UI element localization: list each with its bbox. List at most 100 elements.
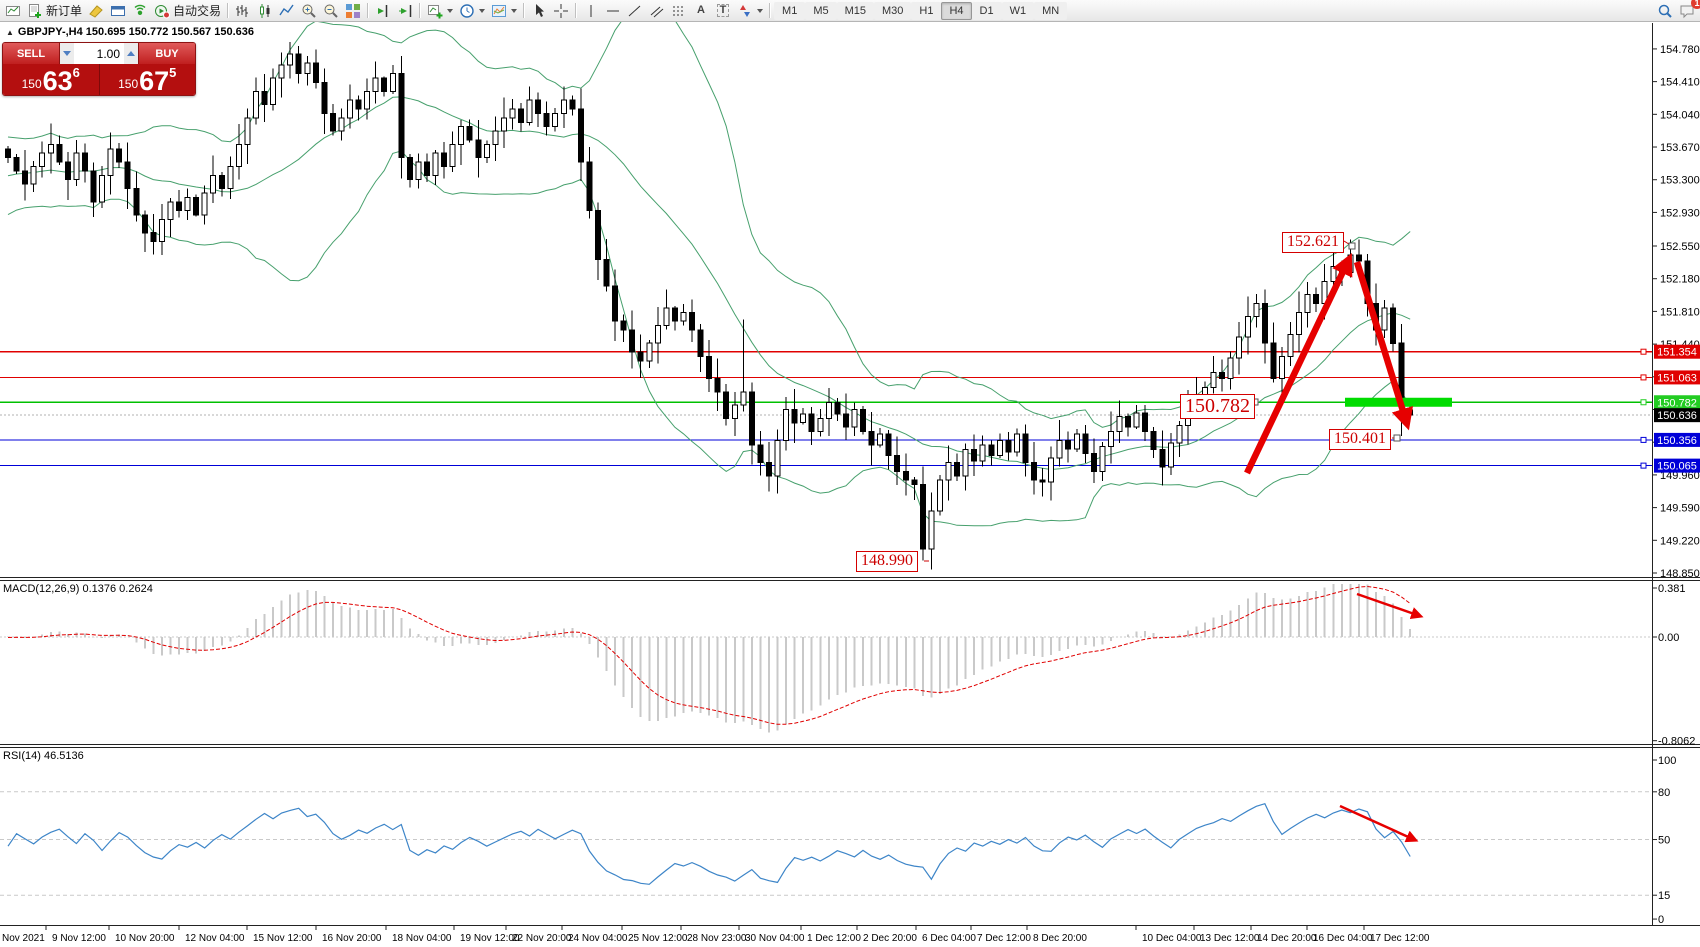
timeframe-button-mn[interactable]: MN bbox=[1034, 1, 1068, 20]
text-label-tool-button[interactable]: T bbox=[712, 1, 734, 21]
svg-text:154.410: 154.410 bbox=[1660, 77, 1700, 89]
timeframe-button-m15[interactable]: M15 bbox=[836, 1, 874, 20]
timeframe-button-m30[interactable]: M30 bbox=[874, 1, 912, 20]
time-axis-label: 8 Dec 20:00 bbox=[1033, 933, 1087, 944]
buy-button[interactable]: BUY bbox=[139, 43, 195, 64]
tile-windows-button[interactable] bbox=[342, 1, 364, 21]
chart-title: ▲ GBPJPY-,H4 150.695 150.772 150.567 150… bbox=[6, 26, 254, 38]
volume-input[interactable]: 1.00 bbox=[96, 46, 120, 61]
periods-dropdown-button[interactable] bbox=[456, 1, 488, 21]
zoom-in-button[interactable] bbox=[298, 1, 320, 21]
rsi-line bbox=[7, 802, 1411, 885]
macd-panel bbox=[0, 584, 1652, 733]
search-icon bbox=[1658, 4, 1672, 18]
one-click-trading-panel: SELL 1.00 BUY 150 63 6 150 67 5 bbox=[2, 42, 196, 96]
svg-text:50: 50 bbox=[1658, 835, 1670, 847]
templates-dropdown-button[interactable] bbox=[488, 1, 520, 21]
horizontal-line-tool-button[interactable] bbox=[602, 1, 624, 21]
toolbar-separator bbox=[367, 3, 370, 18]
crosshair-icon bbox=[554, 3, 569, 18]
line-chart-mode-button[interactable] bbox=[276, 1, 298, 21]
timeframe-button-w1[interactable]: W1 bbox=[1001, 1, 1035, 20]
time-axis-label: 18 Nov 04:00 bbox=[392, 933, 452, 944]
time-axis-label: 19 Nov 12:00 bbox=[460, 933, 520, 944]
rsi-down-arrow[interactable] bbox=[1339, 804, 1419, 843]
buy-price-fraction: 5 bbox=[169, 65, 177, 80]
timeframe-button-m5[interactable]: M5 bbox=[805, 1, 837, 20]
macd-indicator-label: MACD(12,26,9) 0.1376 0.2624 bbox=[3, 583, 153, 595]
indicators-dropdown-button[interactable] bbox=[424, 1, 456, 21]
triangle-down-icon bbox=[63, 51, 71, 56]
annotation-swing-high[interactable]: 152.621 bbox=[1282, 232, 1344, 253]
arrow-shapes-icon bbox=[740, 4, 751, 17]
candlestick-mode-button[interactable] bbox=[254, 1, 276, 21]
time-axis-label: 10 Dec 04:00 bbox=[1142, 933, 1202, 944]
annotation-support-touch[interactable]: 150.401 bbox=[1329, 429, 1391, 450]
volume-increase-button[interactable] bbox=[124, 43, 138, 64]
price-badge-text: 150.782 bbox=[1657, 397, 1697, 409]
cursor-tool-button[interactable] bbox=[528, 1, 550, 21]
time-axis-label: 24 Nov 04:00 bbox=[568, 933, 628, 944]
crosshair-tool-button[interactable] bbox=[550, 1, 572, 21]
timeframe-button-d1[interactable]: D1 bbox=[971, 1, 1002, 20]
search-button[interactable] bbox=[1654, 1, 1676, 21]
macd-down-arrow[interactable] bbox=[1356, 592, 1424, 620]
timeframe-button-m1[interactable]: M1 bbox=[774, 1, 806, 20]
auto-scroll-button[interactable] bbox=[372, 1, 394, 21]
market-watch-button[interactable] bbox=[107, 1, 129, 21]
time-axis-label: 15 Nov 12:00 bbox=[253, 933, 313, 944]
notifications-button[interactable]: 1 bbox=[1676, 0, 1700, 21]
symbol-icon: ▲ bbox=[6, 27, 14, 37]
arrows-tool-button[interactable] bbox=[734, 1, 766, 21]
price-badge bbox=[1654, 370, 1700, 385]
time-axis-label: 25 Nov 12:00 bbox=[628, 933, 688, 944]
fibonacci-tool-button[interactable] bbox=[668, 1, 690, 21]
timeframe-button-h1[interactable]: H1 bbox=[911, 1, 942, 20]
object-handle bbox=[1393, 434, 1401, 442]
chart-window-button[interactable] bbox=[2, 1, 24, 21]
bar-chart-icon bbox=[236, 4, 249, 17]
bar-chart-mode-button[interactable] bbox=[232, 1, 254, 21]
toolbar-separator bbox=[575, 3, 578, 18]
rally-up-arrow[interactable] bbox=[1244, 253, 1353, 475]
svg-text:151.810: 151.810 bbox=[1660, 306, 1700, 318]
reversal-down-arrow[interactable] bbox=[1353, 261, 1413, 431]
signals-button[interactable] bbox=[129, 1, 151, 21]
auto-trading-icon bbox=[155, 4, 171, 18]
chart-shift-button[interactable] bbox=[394, 1, 416, 21]
price-badge-text: 150.065 bbox=[1657, 461, 1697, 473]
price-badge bbox=[1654, 395, 1700, 410]
annotation-resistance-level[interactable]: 150.782 bbox=[1180, 394, 1255, 419]
timeframe-toolbar: M1 M5 M15 M30 H1 H4 D1 W1 MN bbox=[774, 1, 1068, 20]
volume-decrease-button[interactable] bbox=[60, 43, 74, 64]
price-badge-text: 151.063 bbox=[1657, 372, 1697, 384]
buy-price[interactable]: 150 67 5 bbox=[100, 64, 196, 95]
candlestick-icon bbox=[260, 3, 270, 18]
vertical-line-tool-button[interactable] bbox=[580, 1, 602, 21]
text-tool-button[interactable]: A bbox=[690, 1, 712, 21]
zoom-out-button[interactable] bbox=[320, 1, 342, 21]
price-badge-text: 151.354 bbox=[1657, 347, 1697, 359]
sell-price[interactable]: 150 63 6 bbox=[3, 64, 100, 95]
toolbar-separator bbox=[523, 3, 526, 18]
time-axis-label: 10 Nov 20:00 bbox=[115, 933, 175, 944]
time-axis-label: 1 Dec 12:00 bbox=[807, 933, 861, 944]
auto-trading-button[interactable]: 自动交易 bbox=[151, 1, 224, 21]
annotation-swing-low[interactable]: 148.990 bbox=[856, 551, 918, 572]
bollinger-bands bbox=[7, 0, 1411, 527]
panel-borders bbox=[0, 23, 1700, 926]
new-order-button[interactable]: 新订单 bbox=[24, 1, 85, 21]
dropdown-caret-icon bbox=[447, 8, 454, 13]
timeframe-button-h4[interactable]: H4 bbox=[941, 1, 972, 20]
sell-button[interactable]: SELL bbox=[3, 43, 59, 64]
clock-icon bbox=[460, 3, 474, 18]
channel-tool-button[interactable] bbox=[646, 1, 668, 21]
styler-button[interactable] bbox=[85, 1, 107, 21]
price-badge-text: 150.636 bbox=[1657, 410, 1697, 422]
trendline-tool-button[interactable] bbox=[624, 1, 646, 21]
sell-price-base: 150 bbox=[21, 77, 42, 91]
svg-text:149.960: 149.960 bbox=[1660, 470, 1700, 482]
equidistant-channel-icon bbox=[650, 6, 664, 17]
dropdown-caret-icon bbox=[511, 8, 518, 13]
